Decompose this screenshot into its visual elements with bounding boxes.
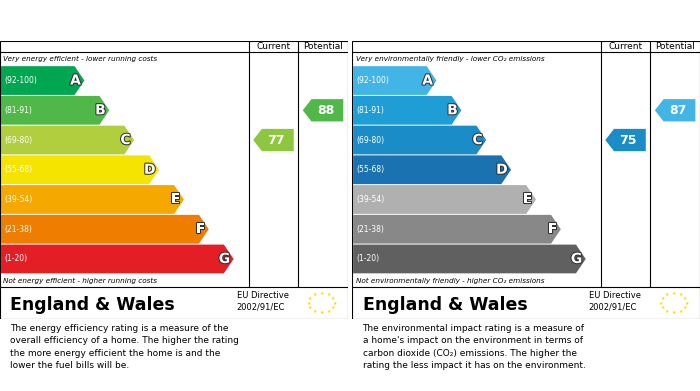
Text: (21-38): (21-38) (4, 225, 32, 234)
Text: (39-54): (39-54) (4, 195, 32, 204)
Polygon shape (1, 126, 134, 154)
Polygon shape (1, 66, 85, 95)
Polygon shape (253, 129, 294, 151)
Text: ★: ★ (331, 305, 335, 310)
Polygon shape (353, 126, 486, 154)
Text: Potential: Potential (303, 42, 343, 51)
Text: England & Wales: England & Wales (363, 296, 527, 314)
Text: ★: ★ (685, 301, 690, 305)
Text: Environmental Impact (CO₂) Rating: Environmental Impact (CO₂) Rating (363, 16, 624, 29)
Text: (81-91): (81-91) (4, 106, 32, 115)
Polygon shape (353, 185, 536, 214)
Text: D: D (496, 163, 507, 177)
Text: Energy Efficiency Rating: Energy Efficiency Rating (10, 16, 194, 29)
Text: C: C (120, 133, 131, 147)
Text: Not energy efficient - higher running costs: Not energy efficient - higher running co… (4, 278, 158, 283)
Polygon shape (1, 185, 184, 214)
Text: Very environmentally friendly - lower CO₂ emissions: Very environmentally friendly - lower CO… (356, 56, 544, 62)
Text: D: D (144, 163, 155, 177)
Text: ★: ★ (308, 305, 312, 310)
Text: ★: ★ (678, 292, 682, 297)
Polygon shape (353, 66, 437, 95)
Text: ★: ★ (332, 301, 337, 305)
Text: (81-91): (81-91) (356, 106, 384, 115)
Text: ★: ★ (313, 292, 317, 297)
Text: ★: ★ (307, 301, 311, 305)
Polygon shape (655, 99, 695, 122)
Polygon shape (1, 155, 159, 184)
Text: E: E (171, 192, 181, 206)
Text: (55-68): (55-68) (4, 165, 32, 174)
Text: G: G (219, 252, 230, 266)
Text: ★: ★ (672, 310, 676, 315)
Text: (55-68): (55-68) (356, 165, 384, 174)
Text: ★: ★ (660, 305, 664, 310)
Text: A: A (70, 74, 81, 88)
Polygon shape (353, 155, 511, 184)
Text: C: C (473, 133, 483, 147)
Polygon shape (1, 215, 209, 244)
Text: ★: ★ (683, 305, 687, 310)
Text: Potential: Potential (655, 42, 695, 51)
Text: B: B (447, 103, 458, 117)
Text: A: A (422, 74, 433, 88)
Text: 75: 75 (620, 134, 637, 147)
Text: ★: ★ (660, 296, 664, 301)
Text: ★: ★ (326, 292, 330, 297)
Text: ★: ★ (672, 291, 676, 296)
Text: 87: 87 (669, 104, 687, 117)
Text: (1-20): (1-20) (4, 255, 27, 264)
Polygon shape (1, 96, 109, 125)
Text: The energy efficiency rating is a measure of the
overall efficiency of a home. T: The energy efficiency rating is a measur… (10, 324, 239, 370)
Text: Current: Current (256, 42, 290, 51)
Text: Current: Current (608, 42, 643, 51)
Text: ★: ★ (665, 309, 669, 314)
Polygon shape (606, 129, 646, 151)
Polygon shape (1, 245, 234, 273)
Text: ★: ★ (313, 309, 317, 314)
Text: Not environmentally friendly - higher CO₂ emissions: Not environmentally friendly - higher CO… (356, 278, 544, 283)
Text: G: G (571, 252, 582, 266)
Text: F: F (548, 222, 557, 236)
Text: ★: ★ (683, 296, 687, 301)
Text: 77: 77 (267, 134, 285, 147)
Text: (92-100): (92-100) (356, 76, 389, 85)
Polygon shape (303, 99, 343, 122)
Polygon shape (353, 96, 461, 125)
Text: ★: ★ (320, 310, 324, 315)
Text: ★: ★ (659, 301, 663, 305)
Text: (39-54): (39-54) (356, 195, 384, 204)
Text: B: B (95, 103, 106, 117)
Text: F: F (196, 222, 205, 236)
Text: ★: ★ (331, 296, 335, 301)
Polygon shape (353, 245, 586, 273)
Text: ★: ★ (678, 309, 682, 314)
Text: (21-38): (21-38) (356, 225, 384, 234)
Text: EU Directive
2002/91/EC: EU Directive 2002/91/EC (589, 291, 640, 312)
Text: 88: 88 (317, 104, 335, 117)
Polygon shape (353, 215, 561, 244)
Text: (69-80): (69-80) (356, 136, 384, 145)
Text: ★: ★ (320, 291, 324, 296)
Text: ★: ★ (665, 292, 669, 297)
Text: Very energy efficient - lower running costs: Very energy efficient - lower running co… (4, 56, 158, 62)
Text: (92-100): (92-100) (4, 76, 37, 85)
Text: ★: ★ (308, 296, 312, 301)
Text: England & Wales: England & Wales (10, 296, 175, 314)
Text: EU Directive
2002/91/EC: EU Directive 2002/91/EC (237, 291, 288, 312)
Text: (69-80): (69-80) (4, 136, 32, 145)
Text: E: E (523, 192, 533, 206)
Text: ★: ★ (326, 309, 330, 314)
Text: (1-20): (1-20) (356, 255, 379, 264)
Text: The environmental impact rating is a measure of
a home's impact on the environme: The environmental impact rating is a mea… (363, 324, 585, 370)
